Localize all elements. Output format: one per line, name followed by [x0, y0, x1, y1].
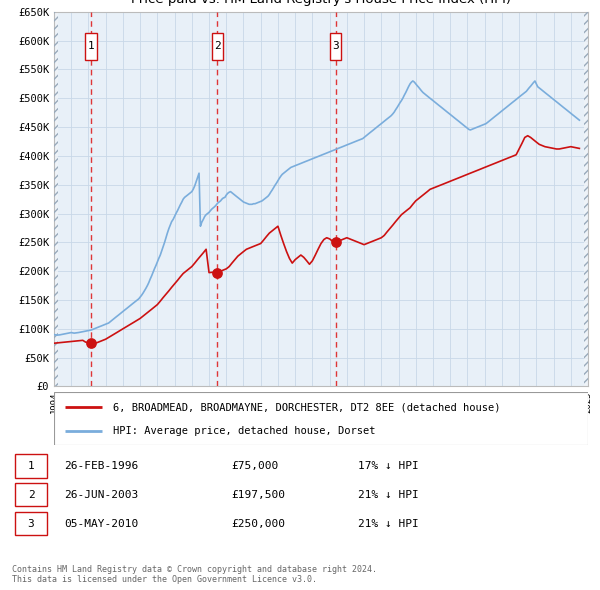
FancyBboxPatch shape: [15, 454, 47, 477]
Text: 2: 2: [214, 41, 221, 51]
FancyBboxPatch shape: [15, 512, 47, 535]
Text: 3: 3: [28, 519, 34, 529]
FancyBboxPatch shape: [212, 32, 223, 60]
Point: [212, 268, 222, 277]
Text: £197,500: £197,500: [231, 490, 285, 500]
Bar: [584, 12, 588, 386]
Text: 05-MAY-2010: 05-MAY-2010: [64, 519, 138, 529]
Title: 6, BROADMEAD, BROADMAYNE, DORCHESTER, DT2 8EE
Price paid vs. HM Land Registry's : 6, BROADMEAD, BROADMAYNE, DORCHESTER, DT…: [131, 0, 511, 6]
Text: 26-JUN-2003: 26-JUN-2003: [64, 490, 138, 500]
Text: 21% ↓ HPI: 21% ↓ HPI: [358, 490, 418, 500]
Text: Contains HM Land Registry data © Crown copyright and database right 2024.
This d: Contains HM Land Registry data © Crown c…: [12, 565, 377, 584]
Text: £250,000: £250,000: [231, 519, 285, 529]
FancyBboxPatch shape: [330, 32, 341, 60]
Text: 6, BROADMEAD, BROADMAYNE, DORCHESTER, DT2 8EE (detached house): 6, BROADMEAD, BROADMAYNE, DORCHESTER, DT…: [113, 402, 500, 412]
FancyBboxPatch shape: [85, 32, 97, 60]
Text: 2: 2: [28, 490, 34, 500]
Text: 1: 1: [88, 41, 94, 51]
FancyBboxPatch shape: [54, 392, 588, 445]
Point: [331, 238, 340, 247]
FancyBboxPatch shape: [15, 483, 47, 506]
Text: 21% ↓ HPI: 21% ↓ HPI: [358, 519, 418, 529]
Text: HPI: Average price, detached house, Dorset: HPI: Average price, detached house, Dors…: [113, 425, 375, 435]
Text: 3: 3: [332, 41, 339, 51]
Text: 26-FEB-1996: 26-FEB-1996: [64, 461, 138, 471]
Point: [86, 339, 96, 348]
Text: £75,000: £75,000: [231, 461, 278, 471]
Text: 17% ↓ HPI: 17% ↓ HPI: [358, 461, 418, 471]
Text: 1: 1: [28, 461, 34, 471]
Bar: [54, 12, 58, 386]
Bar: [54, 12, 58, 386]
Bar: [584, 12, 588, 386]
